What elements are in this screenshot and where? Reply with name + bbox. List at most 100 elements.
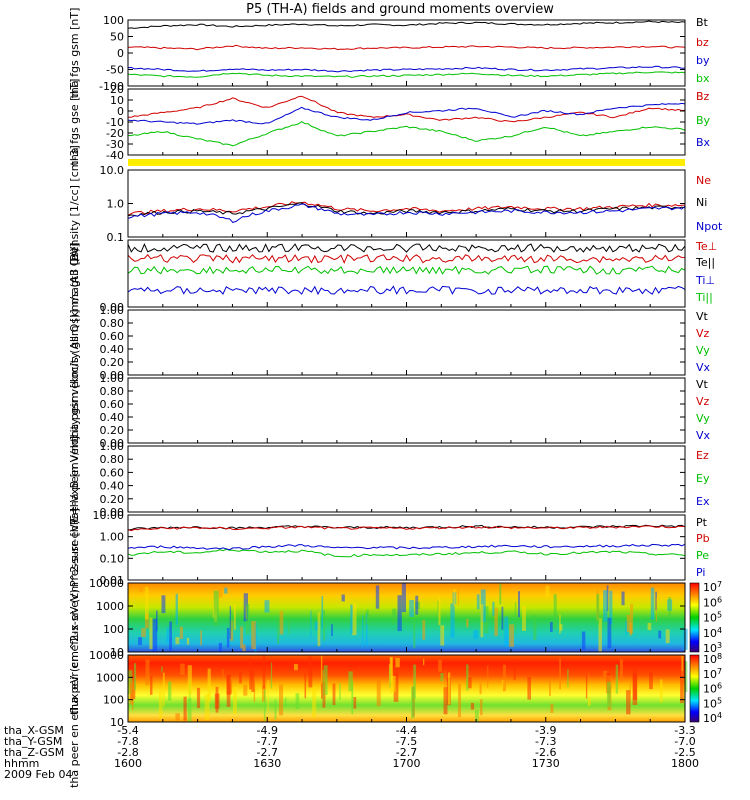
series-line-Bt — [127, 20, 686, 29]
spectrogram-texture — [522, 605, 526, 631]
spectrogram-texture — [476, 594, 480, 610]
y-tick-label: 1.0 — [107, 198, 125, 211]
legend-entry: Vx — [696, 429, 711, 442]
panel-4: 0.00 magt3 [eV] Te⊥ Te|| Ti⊥ Ti|| — [68, 239, 717, 314]
legend-entry: Bz — [696, 90, 710, 103]
colorbar — [689, 654, 700, 723]
spectrogram-texture — [175, 637, 180, 645]
spectrogram-texture — [353, 697, 357, 709]
y-tick-label: 0.40 — [100, 343, 125, 356]
spectrogram-texture — [466, 664, 469, 691]
spectrogram-texture — [348, 671, 353, 692]
spectrogram-texture — [647, 622, 652, 631]
legend-entry: Bx — [696, 136, 711, 149]
spectrogram-texture — [141, 628, 146, 637]
spectrogram-texture — [139, 586, 143, 593]
spectrogram-texture — [499, 583, 502, 605]
spectrogram-texture — [243, 684, 248, 696]
y-axis-label: Density [1/cc] [cm-3] — [68, 145, 81, 262]
spectrogram-texture — [240, 626, 244, 649]
legend-entry: bx — [696, 72, 710, 85]
spectrogram-texture — [492, 601, 495, 616]
spectrogram-texture — [166, 627, 169, 643]
ephemeris-value: -7.5 — [396, 735, 417, 748]
spectrogram-texture — [218, 588, 223, 598]
spectrogram-texture — [619, 659, 623, 682]
y-tick-label: 0.01 — [100, 574, 125, 587]
spectrogram-texture — [175, 713, 180, 721]
spectrogram-texture — [649, 672, 653, 690]
y-tick-label: 0.40 — [100, 411, 125, 424]
ephemeris-value: -7.3 — [535, 735, 556, 748]
y-tick-label: 0.20 — [100, 356, 125, 369]
legend-entry: bz — [696, 36, 709, 49]
spectrogram-texture — [423, 658, 425, 666]
spectrogram-texture — [438, 595, 441, 626]
legend-entry: Pb — [696, 532, 710, 545]
legend-entry: Ez — [696, 449, 709, 462]
colorbar-tick-label: 105 — [703, 696, 722, 710]
y-tick-label: 10000 — [89, 577, 124, 590]
spectrogram-texture — [162, 672, 165, 707]
panel-frame — [127, 309, 686, 376]
spectrogram-texture — [222, 669, 224, 678]
spectrogram-texture — [375, 585, 380, 609]
panel-frame — [127, 239, 686, 308]
spectrogram-texture — [422, 620, 426, 640]
spectrogram-texture — [630, 603, 634, 634]
panel-1: 100 50 0 -50 -100 tha fgs gsm [nT] Bt bz by bx — [68, 8, 710, 99]
ephemeris-value: -2.5 — [674, 746, 695, 759]
spectrogram-texture — [187, 665, 192, 695]
colorbar-tick-label: 108 — [703, 652, 722, 666]
spectrogram-texture — [214, 693, 220, 709]
spectrogram-texture — [187, 698, 192, 722]
spectrogram-texture — [134, 663, 137, 690]
ephemeris-value: 1600 — [114, 757, 142, 770]
spectrogram-texture — [263, 689, 266, 721]
series-line-Bz — [127, 95, 686, 123]
y-tick-label: 0 — [117, 105, 124, 118]
spectrogram-texture — [504, 616, 509, 647]
legend-entry: Te|| — [695, 256, 715, 269]
colorbar-tick-label: 107 — [703, 580, 722, 594]
spectrogram-texture — [629, 683, 631, 702]
y-tick-label: 0.80 — [100, 453, 125, 466]
panel-frame — [127, 19, 686, 87]
y-axis-label: magt3 [eV] — [68, 242, 81, 304]
spectrogram-texture — [264, 600, 270, 613]
y-axis-label: tha peer en eflux eV (cm^2-s-sr-eV) — [68, 589, 81, 788]
spectrogram-texture — [514, 602, 517, 634]
spectrogram-texture — [626, 690, 631, 715]
spectrogram-texture — [585, 675, 588, 699]
y-tick-label: 100 — [103, 623, 124, 636]
spectrogram-texture — [440, 625, 445, 646]
spectrogram-texture — [650, 587, 655, 620]
spectrogram-texture — [494, 607, 498, 637]
spectrogram-texture — [308, 656, 313, 688]
spectrogram-texture — [684, 661, 688, 693]
spectrogram-texture — [587, 697, 591, 706]
ephemeris-row-label: hhmm — [4, 757, 39, 770]
colorbar-tick-label: 106 — [703, 682, 722, 696]
series-line-Te⊥ — [127, 254, 686, 264]
spectrogram-texture — [475, 709, 479, 722]
legend-entry: Pt — [696, 516, 708, 529]
spectrogram-texture — [161, 666, 163, 673]
y-tick-label: 0.60 — [100, 466, 125, 479]
series-line-bz — [128, 44, 686, 51]
legend-entry: Vy — [696, 344, 710, 357]
spectrogram-texture — [581, 631, 586, 650]
date-label: 2009 Feb 04 — [4, 768, 72, 781]
spectrogram-texture — [444, 671, 446, 703]
spectrogram-texture — [270, 662, 273, 689]
y-tick-label: 1000 — [96, 671, 124, 684]
legend-entry: Ey — [696, 472, 710, 485]
legend-entry: Vt — [696, 310, 709, 323]
y-tick-label: 0.00 — [100, 369, 125, 382]
spectrogram-texture — [450, 603, 455, 638]
spectrogram-texture — [310, 610, 312, 639]
y-axis-label: tha peer velocity gsm [km/s (All Qs)] — [68, 309, 81, 511]
y-tick-label: 1.00 — [100, 304, 125, 317]
